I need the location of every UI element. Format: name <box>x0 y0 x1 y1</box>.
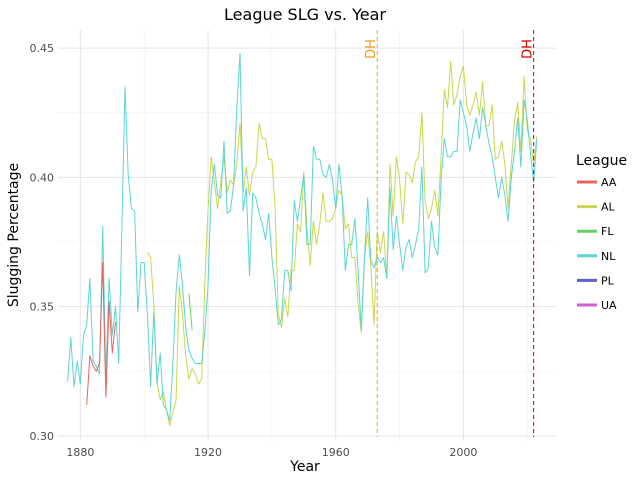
legend: League AA AL FL NL PL UA <box>576 153 627 312</box>
dh-reference-label: DH <box>521 39 536 59</box>
dh-reference-label: DH <box>364 39 379 59</box>
x-tick-label: 1880 <box>66 446 94 459</box>
legend-label-nl: NL <box>601 250 616 263</box>
legend-label-al: AL <box>601 201 616 214</box>
legend-label-ua: UA <box>601 299 617 312</box>
series-line-nl <box>67 52 538 421</box>
y-tick-label: 0.45 <box>30 42 55 55</box>
legend-title: League <box>576 153 627 169</box>
series-line-fl <box>188 293 193 330</box>
chart-title: League SLG vs. Year <box>224 5 386 24</box>
x-tick-label: 2000 <box>449 446 477 459</box>
y-tick-label: 0.30 <box>30 430 55 443</box>
legend-label-aa: AA <box>601 176 617 189</box>
legend-label-pl: PL <box>601 274 615 287</box>
x-tick-label: 1960 <box>322 446 350 459</box>
y-tick-label: 0.40 <box>30 171 55 184</box>
x-tick-label: 1920 <box>194 446 222 459</box>
grid <box>58 30 556 441</box>
y-axis-title: Slugging Percentage <box>6 163 22 307</box>
y-tick-label: 0.35 <box>30 301 55 314</box>
legend-label-fl: FL <box>601 225 614 238</box>
reference-lines: DH DH <box>364 30 536 437</box>
series-line-aa <box>86 262 116 405</box>
x-axis-title: Year <box>289 459 320 475</box>
axis-ticks: 1880 1920 1960 2000 0.30 0.35 0.40 0.45 <box>30 42 478 459</box>
series-layer <box>67 52 538 426</box>
